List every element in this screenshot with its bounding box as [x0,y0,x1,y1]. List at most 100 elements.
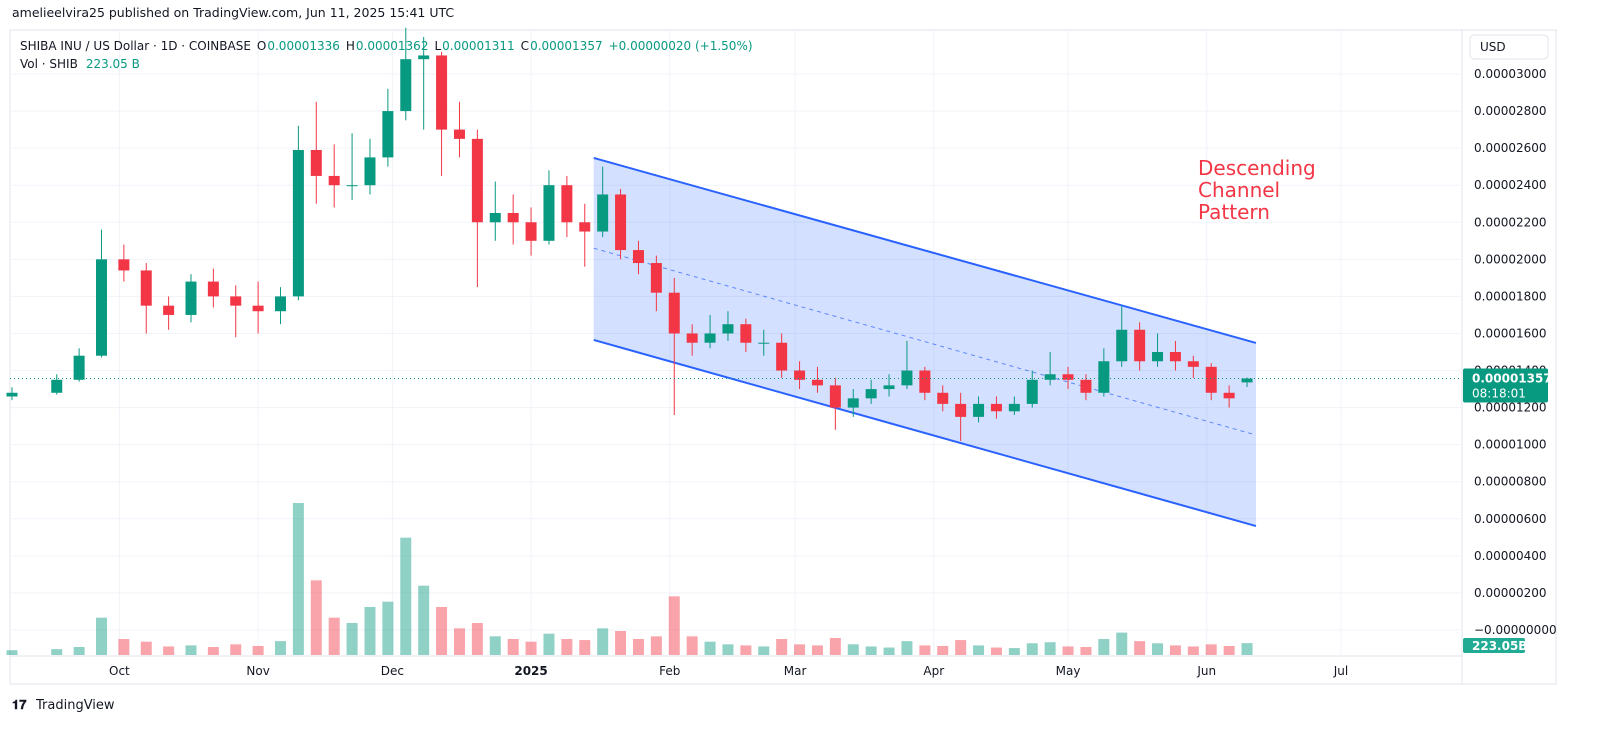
candle-body [292,149,304,297]
candle-body [346,185,358,187]
currency[interactable]: USD [1480,40,1506,54]
footer-brand: TradingView [35,698,115,713]
currency-button[interactable] [1469,34,1549,60]
volume-bar [163,646,175,655]
volume-bar [632,639,644,655]
volume-bar [901,641,913,655]
published-line: amelieelvira25 published on TradingView.… [12,5,454,20]
candle-body [776,342,788,371]
footer-logo: 𝟏𝟕 [12,698,27,713]
candle-body [650,263,662,293]
candle-body [230,296,242,306]
volume-bar [1241,643,1253,655]
y-tick-label: 0.00001000 [1474,438,1547,452]
volume-bar [471,623,483,655]
volume-bar [507,639,519,655]
candle-body [722,324,734,334]
y-tick-label: 0.00002600 [1474,141,1547,155]
y-tick-label: 0.00003000 [1474,67,1547,81]
candle-body [328,175,340,186]
volume-pane [6,503,1253,655]
volume-bar [543,633,555,655]
candle-body [990,403,1002,412]
candle-body [847,398,859,408]
volume-legend-value: 223.05 B [86,57,140,71]
volume-bar [73,647,85,655]
volume-bar [1008,648,1020,655]
volume-bar [118,639,130,655]
x-tick-label: Feb [659,664,680,678]
candle-body [1026,379,1038,404]
y-tick-label: 0.00001800 [1474,289,1547,303]
candle-body [6,392,18,397]
volume-bar [95,617,107,655]
candle-body [1134,329,1146,362]
x-tick-label: May [1056,664,1081,678]
candle-body [901,370,913,386]
annotation: Pattern [1198,200,1270,224]
candle-body [579,222,591,232]
volume-bar [740,645,752,655]
candle-body [51,379,63,393]
volume-bar [919,645,931,655]
candle-body [597,194,609,232]
candle-body [632,250,644,264]
volume-bar [51,649,63,655]
volume-bar [1116,632,1128,655]
volume-bar [1152,643,1164,655]
last-volume-label: 223.05B [1472,639,1527,653]
volume-bar [400,537,412,655]
candle-body [1169,352,1181,362]
candle-body [73,355,85,380]
x-tick-label: Oct [109,664,130,678]
volume-bar [865,646,877,655]
volume-bar [274,641,286,655]
y-tick-label: 0.00001600 [1474,326,1547,340]
volume-bar [650,636,662,655]
footer: 𝟏𝟕 TradingView [12,698,115,713]
candle-body [525,222,537,241]
volume-bar [418,585,430,655]
last-price-badge [1463,368,1548,403]
candle-body [937,392,949,404]
x-tick-label: Dec [381,664,404,678]
candle-body [185,281,197,315]
volume-bar [955,640,967,655]
volume-bar [990,647,1002,655]
channel-upper [593,156,1257,344]
candle-body [1187,361,1199,367]
last-price-label: 0.00001357 [1472,372,1552,386]
candle-body [118,259,130,271]
volume-bar [364,607,376,655]
x-tick-label: Nov [246,664,269,678]
candle-body [1152,352,1164,362]
candle-body [1098,361,1110,393]
channel-lower [593,338,1257,527]
y-tick-label: 0.00002400 [1474,178,1547,192]
candle-body [436,55,448,130]
x-tick-label: Jun [1196,664,1216,678]
volume-bar [489,636,501,655]
volume-bar [937,645,949,655]
volume-bar [615,631,627,655]
candle-body [919,370,931,393]
candle-body [274,296,286,312]
candle-body [489,213,501,223]
candle-body [740,324,752,343]
x-tick-label: Apr [923,664,944,678]
volume-bar [1223,645,1235,655]
volume-bar [140,641,152,655]
y-tick-label: 0.00002000 [1474,252,1547,266]
volume-bar [722,644,734,655]
legend-item: 0.00001357 [530,39,603,53]
volume-bar [704,641,716,655]
volume-bar [185,645,197,655]
candle-body [973,403,985,417]
y-tick-label: 0.00001200 [1474,401,1547,415]
volume-bar [6,650,18,655]
candle-body [1223,392,1235,399]
volume-bar [207,647,219,655]
y-tick-label: 0.00000600 [1474,512,1547,526]
candle-body [794,370,806,380]
